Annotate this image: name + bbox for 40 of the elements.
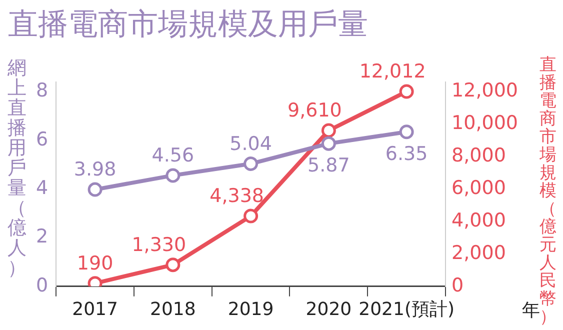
y2-tick-label: 2,000 xyxy=(452,242,506,264)
data-label: 4,338 xyxy=(210,185,264,208)
y2-tick-label: 8,000 xyxy=(452,144,506,167)
data-label: 190 xyxy=(76,252,114,274)
y2-tick-label: 10,000 xyxy=(452,112,518,134)
x-tick-label: 2017 xyxy=(72,298,118,320)
point xyxy=(399,124,414,140)
x-tick-label: 2018 xyxy=(150,298,196,320)
data-label: 4.56 xyxy=(152,144,194,166)
point xyxy=(244,156,258,172)
y-tick-label: 0 xyxy=(36,274,48,296)
y-tick-label: 4 xyxy=(36,177,48,200)
data-label: 5.04 xyxy=(230,132,272,155)
point xyxy=(321,123,336,138)
data-label: 12,012 xyxy=(359,60,426,83)
x-tick-label: 2019 xyxy=(228,298,274,320)
x-tick-label: 2020 xyxy=(306,298,352,320)
text: 網上直播用戶量（億人） xyxy=(8,57,26,279)
data-label: 3.98 xyxy=(74,158,116,181)
y-tick-label: 6 xyxy=(36,128,48,150)
point xyxy=(399,84,414,99)
data-label: 6.35 xyxy=(385,142,428,165)
point xyxy=(321,136,336,151)
data-label: 5.87 xyxy=(308,154,350,177)
y2-tick-label: 6,000 xyxy=(452,177,506,200)
point xyxy=(166,258,180,272)
data-label: 9,610 xyxy=(287,100,342,122)
point xyxy=(88,182,102,197)
point xyxy=(244,208,258,224)
y-tick-label: 2 xyxy=(36,226,48,248)
x-axis-title: 年 xyxy=(522,299,540,322)
data-label: 1,330 xyxy=(132,234,186,256)
point xyxy=(166,168,180,183)
chart-title: 直播電商市場規模及用戶量 xyxy=(8,6,368,44)
y2-tick-label: 0 xyxy=(452,274,464,296)
y-tick-label: 8 xyxy=(36,80,48,102)
y2-tick-label: 12,000 xyxy=(452,80,518,102)
y2-tick-label: 4,000 xyxy=(452,209,506,232)
text: 直播電商市場規模（億元人民幣） xyxy=(540,55,556,327)
x-tick-label: 2021(預計) xyxy=(358,298,455,320)
